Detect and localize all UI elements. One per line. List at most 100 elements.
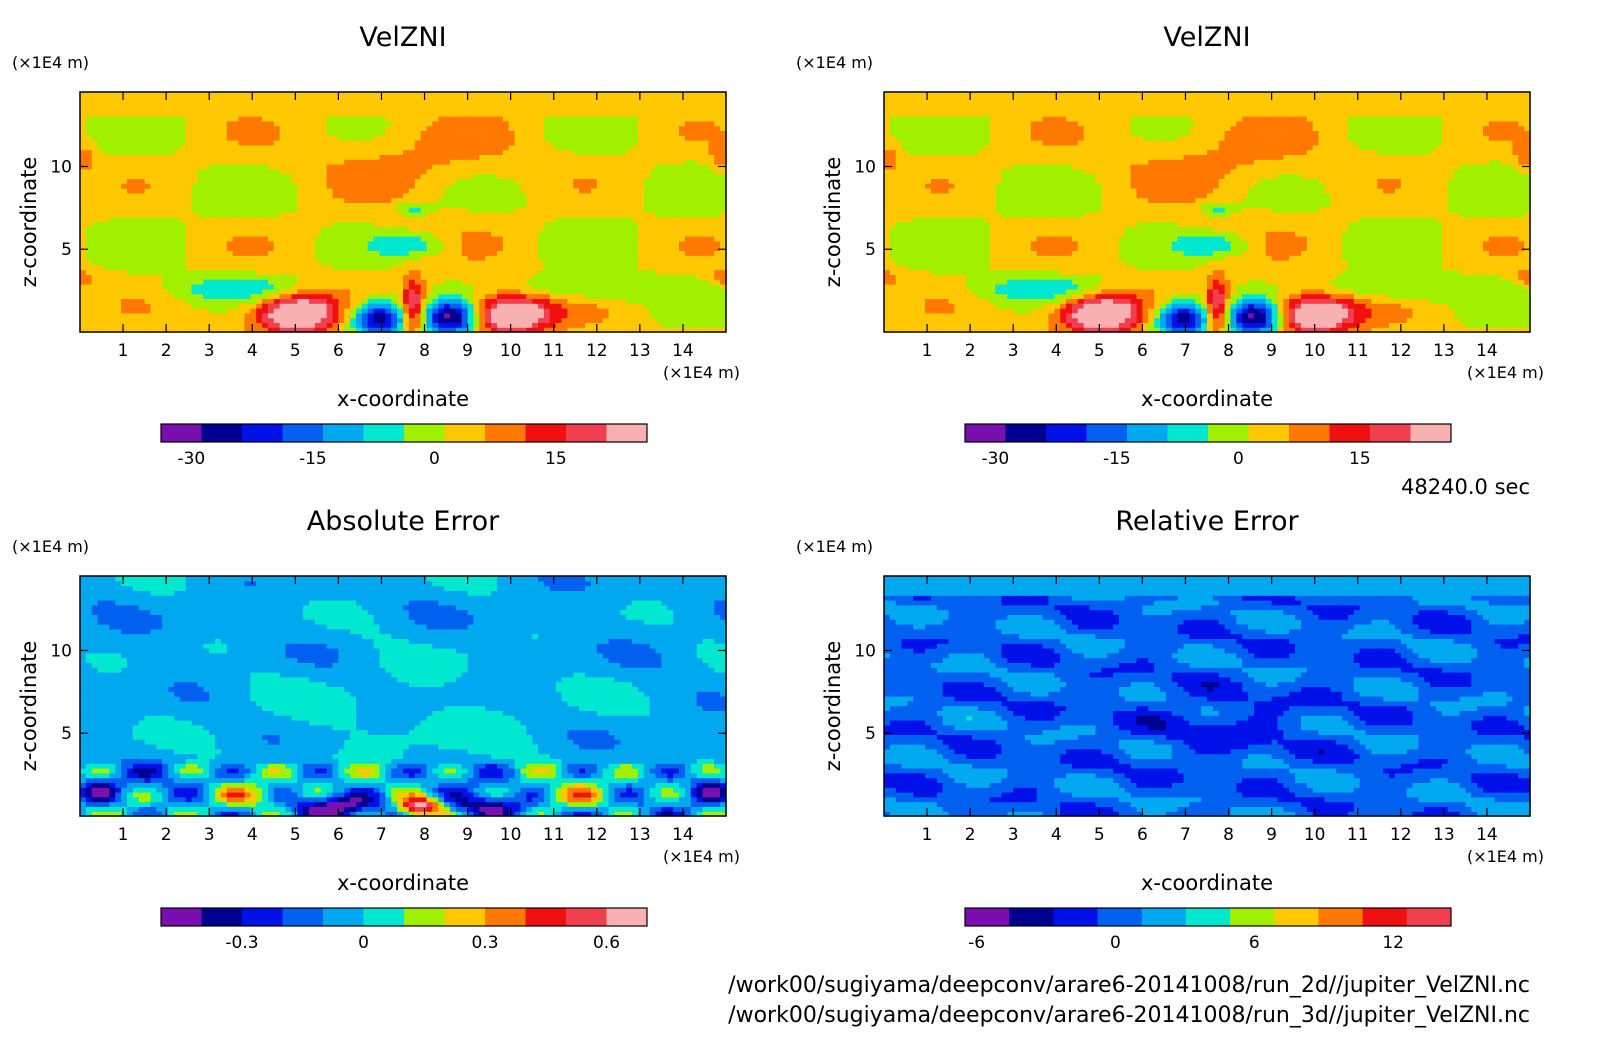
heatmap-cell <box>608 135 616 141</box>
heatmap-cell <box>655 293 662 299</box>
heatmap-cell <box>297 159 304 165</box>
heatmap-cell <box>397 231 404 237</box>
heatmap-cell <box>156 269 163 275</box>
heatmap-cell <box>637 106 645 112</box>
heatmap-cell <box>397 207 404 213</box>
heatmap-cell <box>238 183 246 189</box>
heatmap-cell <box>144 106 152 112</box>
heatmap-cell <box>620 130 627 136</box>
heatmap-cell <box>620 106 627 112</box>
heatmap-cell <box>173 264 181 271</box>
heatmap-cell <box>350 188 357 194</box>
heatmap-cell <box>256 303 263 309</box>
heatmap-cell <box>573 240 580 247</box>
heatmap-cell <box>144 255 152 261</box>
heatmap-cell <box>391 284 398 290</box>
heatmap-cell <box>391 250 398 256</box>
heatmap-cell <box>256 288 263 295</box>
heatmap-cell <box>273 269 281 275</box>
heatmap-cell <box>168 101 175 107</box>
heatmap-cell <box>449 173 457 179</box>
heatmap-cell <box>150 106 157 112</box>
heatmap-cell <box>643 101 651 107</box>
heatmap-cell <box>244 96 251 103</box>
heatmap-cell <box>608 312 616 319</box>
heatmap-cell <box>514 274 522 280</box>
heatmap-cell <box>150 240 157 247</box>
heatmap-cell <box>226 274 234 280</box>
heatmap-cell <box>467 197 475 203</box>
heatmap-cell <box>414 144 422 151</box>
heatmap-cell <box>403 101 410 107</box>
heatmap-cell <box>391 202 398 208</box>
heatmap-cell <box>602 144 610 151</box>
heatmap-cell <box>285 279 293 285</box>
heatmap-cell <box>473 284 480 290</box>
heatmap-cell <box>643 269 651 275</box>
heatmap-cell <box>144 327 152 333</box>
heatmap-cell <box>403 260 410 266</box>
heatmap-cell <box>632 327 639 333</box>
heatmap-cell <box>361 125 369 131</box>
heatmap-cell <box>626 164 633 170</box>
heatmap-cell <box>579 144 586 151</box>
heatmap-cell <box>226 183 234 189</box>
heatmap-cell <box>485 279 492 285</box>
heatmap-cell <box>173 269 181 275</box>
heatmap-cell <box>438 236 445 242</box>
heatmap-cell <box>391 192 398 199</box>
heatmap-cell <box>279 303 287 309</box>
heatmap-cell <box>262 288 269 295</box>
heatmap-cell <box>126 130 134 136</box>
heatmap-cell <box>649 298 657 304</box>
heatmap-cell <box>373 288 381 295</box>
heatmap-cell <box>538 293 545 299</box>
heatmap-cell <box>162 226 169 232</box>
heatmap-cell <box>637 120 645 127</box>
heatmap-cell <box>291 178 298 184</box>
heatmap-cell <box>256 125 263 131</box>
heatmap-cell <box>150 154 157 160</box>
heatmap-cell <box>449 293 457 299</box>
heatmap-cell <box>238 212 246 218</box>
heatmap-cell <box>414 303 422 309</box>
heatmap-cell <box>244 207 251 213</box>
heatmap-cell <box>250 269 257 275</box>
heatmap-cell <box>614 288 621 295</box>
heatmap-cell <box>91 264 99 271</box>
heatmap-cell <box>291 284 298 290</box>
heatmap-cell <box>579 250 586 256</box>
heatmap-cell <box>473 140 480 146</box>
heatmap-cell <box>238 303 246 309</box>
heatmap-cell <box>121 120 128 127</box>
heatmap-cell <box>573 312 580 319</box>
heatmap-cell <box>620 168 627 175</box>
heatmap-cell <box>173 308 181 314</box>
heatmap-cell <box>632 322 639 328</box>
heatmap-cell <box>549 226 557 232</box>
heatmap-cell <box>356 92 363 98</box>
heatmap-cell <box>344 154 351 160</box>
heatmap-cell <box>555 317 563 323</box>
heatmap-cell <box>97 188 105 194</box>
heatmap-cell <box>661 327 668 333</box>
heatmap-cell <box>573 188 580 194</box>
heatmap-cell <box>203 202 210 208</box>
heatmap-cell <box>209 274 216 280</box>
heatmap-cell <box>303 216 310 223</box>
heatmap-cell <box>467 101 475 107</box>
heatmap-cell <box>549 317 557 323</box>
heatmap-cell <box>590 178 598 184</box>
heatmap-cell <box>561 293 569 299</box>
heatmap-cell <box>138 183 146 189</box>
heatmap-cell <box>209 250 216 256</box>
heatmap-cell <box>373 231 381 237</box>
heatmap-cell <box>285 140 293 146</box>
heatmap-cell <box>585 173 592 179</box>
heatmap-cell <box>385 236 392 242</box>
heatmap-cell <box>97 231 105 237</box>
heatmap-cell <box>197 178 204 184</box>
heatmap-cell <box>379 226 386 232</box>
heatmap-cell <box>438 269 445 275</box>
heatmap-cell <box>379 221 386 227</box>
